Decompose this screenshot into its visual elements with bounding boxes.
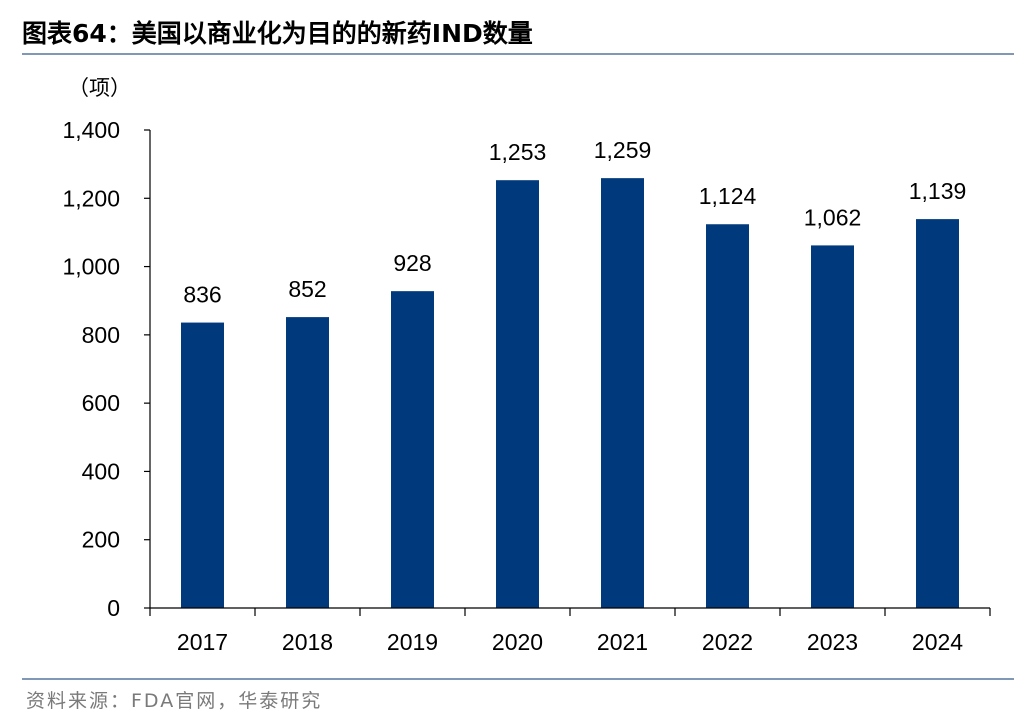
x-tick-label: 2018 [282,629,333,655]
x-tick-label: 2021 [597,629,648,655]
bar-2024 [916,219,959,608]
y-tick-label: 1,400 [62,117,120,143]
y-tick-label: 0 [107,595,120,621]
bar-2023 [811,245,854,608]
x-tick-label: 2024 [912,629,963,655]
source-note: 资料来源：FDA官网，华泰研究 [26,690,323,712]
x-tick-label: 2019 [387,629,438,655]
bar-2017 [181,322,224,608]
x-tick-label: 2023 [807,629,858,655]
bar-2021 [601,178,644,609]
footer-divider [22,678,1014,680]
value-label-2023: 1,062 [804,204,862,230]
y-tick-label: 800 [82,322,120,348]
y-tick-label: 1,200 [62,185,120,211]
y-axis-unit-label: （项） [68,76,131,100]
bar-2022 [706,224,749,608]
x-tick-label: 2022 [702,629,753,655]
value-label-2021: 1,259 [594,137,652,163]
value-label-2019: 928 [393,250,431,276]
value-label-2024: 1,139 [909,178,967,204]
value-label-2020: 1,253 [489,139,547,165]
bar-2020 [496,180,539,608]
title-divider [22,53,1014,55]
y-tick-label: 600 [82,390,120,416]
y-tick-label: 400 [82,458,120,484]
x-tick-label: 2017 [177,629,228,655]
y-tick-label: 200 [82,527,120,553]
value-label-2017: 836 [183,282,221,308]
y-tick-label: 1,000 [62,254,120,280]
bar-2019 [391,291,434,608]
value-label-2022: 1,124 [699,183,757,209]
value-label-2018: 852 [288,276,326,302]
bar-2018 [286,317,329,608]
x-tick-label: 2020 [492,629,543,655]
chart-title: 图表64：美国以商业化为目的的新药IND数量 [22,19,533,48]
